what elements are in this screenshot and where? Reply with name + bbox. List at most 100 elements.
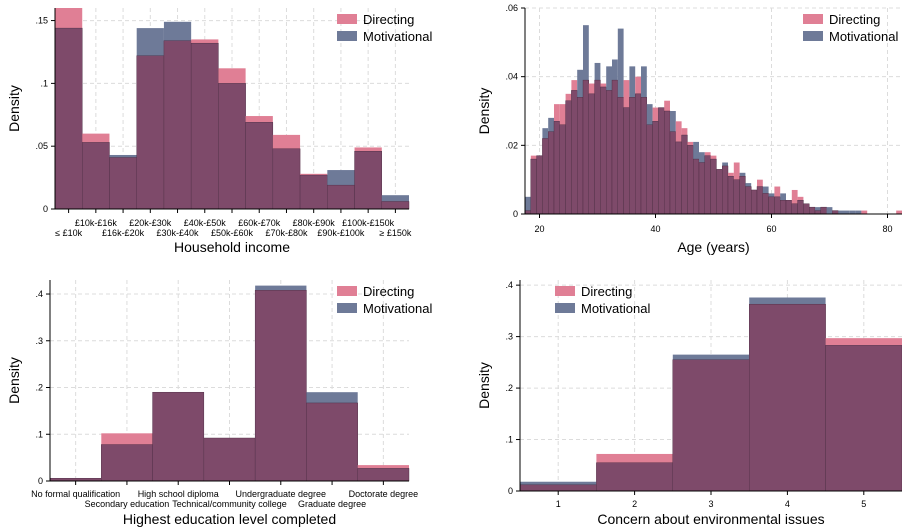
x-axis-title: Household income	[174, 239, 290, 255]
x-axis-title: Age (years)	[677, 239, 749, 255]
bar-overlap	[299, 174, 328, 210]
y-tick-label: .4	[505, 280, 513, 290]
y-tick-label: .3	[505, 332, 513, 342]
bar-overlap	[327, 184, 355, 210]
bar-overlap	[803, 203, 810, 215]
bar-motivational	[826, 207, 833, 214]
y-tick-label: .1	[35, 429, 43, 439]
x-tick-label: 60	[766, 224, 776, 234]
y-tick-label: .02	[505, 140, 518, 150]
x-tick-label: £90k-£100k	[317, 228, 365, 238]
y-tick-label: .4	[35, 289, 43, 299]
bar-motivational	[525, 196, 531, 214]
bar-overlap	[739, 176, 746, 215]
bar-overlap	[814, 210, 821, 215]
legend-swatch-motivational	[803, 31, 823, 41]
bar-overlap	[565, 100, 572, 215]
bar-overlap	[756, 186, 763, 215]
legend: Directing Motivational	[803, 12, 898, 44]
x-tick-label: Technical/community college	[172, 499, 287, 509]
bar-overlap	[163, 40, 192, 210]
bar-overlap	[524, 210, 531, 215]
bar-overlap	[600, 86, 607, 215]
legend-swatch-directing	[337, 14, 357, 24]
y-tick-label: 0	[513, 209, 518, 219]
x-tick-label: 4	[785, 499, 790, 509]
bar-directing	[896, 210, 902, 214]
legend-label-motivational: Motivational	[829, 29, 898, 44]
bar-overlap	[733, 179, 740, 215]
bar-motivational	[855, 210, 862, 214]
x-tick-label: £40k-£50k	[184, 218, 227, 228]
x-tick-label: £100k-£150k	[342, 218, 395, 228]
bar-overlap	[542, 138, 549, 215]
bar-motivational	[844, 210, 850, 214]
x-tick-label: £60k-£70k	[238, 218, 281, 228]
bar-overlap	[710, 158, 717, 215]
bar-directing	[791, 189, 798, 214]
bar-overlap	[109, 157, 137, 210]
bar-overlap	[617, 97, 624, 215]
x-tick-label: 3	[708, 499, 713, 509]
x-axis-title: Highest education level completed	[123, 511, 336, 527]
bar-directing	[861, 210, 868, 214]
bar-overlap	[745, 186, 752, 215]
bar-motivational	[838, 210, 844, 214]
bar-overlap	[704, 155, 711, 215]
bar-overlap	[727, 176, 734, 215]
legend-label-directing: Directing	[363, 12, 414, 27]
bar-overlap	[640, 97, 647, 215]
legend-label-directing: Directing	[829, 12, 880, 27]
bar-overlap	[152, 391, 205, 482]
y-tick-label: 0	[43, 204, 48, 214]
bar-overlap	[658, 107, 665, 215]
bar-overlap	[381, 201, 410, 210]
bar-overlap	[629, 97, 636, 215]
legend-swatch-directing	[555, 286, 575, 296]
x-tick-label: £16k-£20k	[102, 228, 145, 238]
bar-overlap	[669, 131, 676, 215]
legend-swatch-motivational	[337, 31, 357, 41]
bar-overlap	[354, 151, 382, 210]
bar-overlap	[646, 124, 653, 215]
bar-overlap	[681, 134, 688, 215]
bar-overlap	[791, 203, 798, 215]
x-tick-label: Secondary education	[85, 499, 170, 509]
bar-overlap	[768, 196, 775, 215]
bar-overlap	[82, 142, 110, 210]
legend-swatch-directing	[337, 286, 357, 296]
bar-overlap	[635, 93, 642, 215]
bar-overlap	[357, 468, 410, 482]
x-tick-label: Graduate degree	[298, 499, 366, 509]
x-tick-label: £30k-£40k	[157, 228, 200, 238]
bar-overlap	[218, 83, 246, 210]
bar-overlap	[101, 444, 153, 482]
chart-panel-3: 0 .1 .2 .3 .4 No formal qualificationSecondar…	[6, 280, 432, 527]
x-tick-label: ≥ £150k	[379, 228, 411, 238]
bar-overlap	[548, 131, 555, 215]
chart-panel-1: 0 .05 .1 .15 ≤ £10k£10k-£16k£16k-£20k£20k-£3…	[6, 8, 432, 255]
legend-swatch-motivational	[555, 303, 575, 313]
bar-overlap	[652, 121, 659, 215]
legend-label-motivational: Motivational	[581, 301, 650, 316]
bar-overlap	[797, 200, 804, 215]
bar-overlap	[136, 55, 165, 210]
y-tick-label: .15	[35, 16, 48, 26]
legend-swatch-directing	[803, 14, 823, 24]
y-axis-title: Density	[6, 85, 22, 132]
chart-panel-2: 20 40 60 80 0 .02 .04 .06 Age (years) Density Dire…	[476, 3, 902, 255]
y-tick-label: .05	[35, 141, 48, 151]
x-tick-label: 40	[650, 224, 660, 234]
bar-overlap	[751, 189, 758, 215]
legend-label-motivational: Motivational	[363, 301, 432, 316]
bar-overlap	[722, 165, 729, 215]
bar-overlap	[596, 462, 674, 492]
x-tick-label: 80	[882, 224, 892, 234]
bar-overlap	[809, 206, 816, 215]
x-tick-label: 20	[534, 224, 544, 234]
bar-motivational	[849, 210, 856, 214]
x-tick-label: No formal qualification	[31, 489, 120, 499]
bar-overlap	[780, 200, 787, 215]
bar-overlap	[820, 206, 827, 215]
